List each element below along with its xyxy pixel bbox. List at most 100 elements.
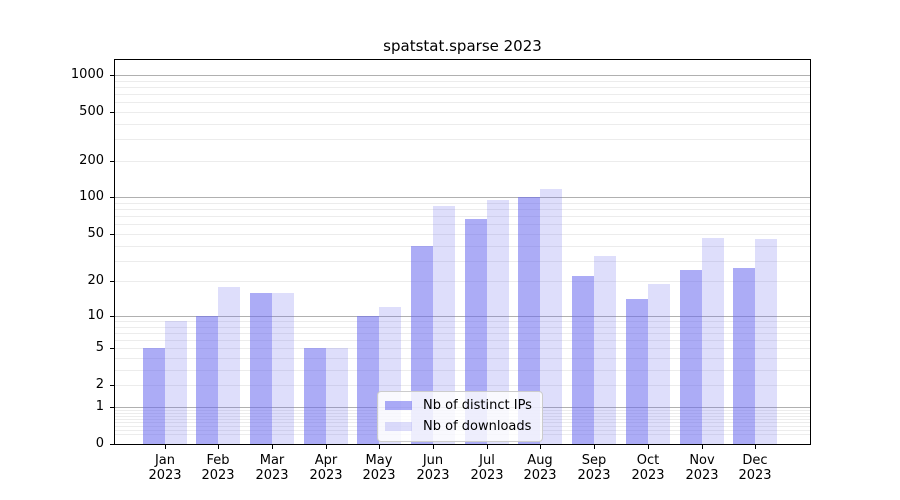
bar-downloads xyxy=(648,284,670,444)
x-tick-label: Jul 2023 xyxy=(470,453,504,483)
y-tick-mark xyxy=(110,281,114,282)
bar-downloads xyxy=(702,238,724,444)
gridline-minor xyxy=(115,139,810,140)
bar-downloads xyxy=(433,206,455,444)
bar-distinct-ips xyxy=(304,348,326,444)
y-tick-mark xyxy=(110,197,114,198)
gridline-minor xyxy=(115,358,810,359)
x-tick-label: Nov 2023 xyxy=(685,453,719,483)
x-tick-label: Jun 2023 xyxy=(416,453,450,483)
x-tick-mark xyxy=(433,445,434,449)
y-tick-label: 100 xyxy=(79,189,104,204)
x-tick-mark xyxy=(272,445,273,449)
distinct-ips-swatch-icon xyxy=(385,401,412,410)
gridline-minor xyxy=(115,321,810,322)
gridline-minor xyxy=(115,332,810,334)
plot-area xyxy=(114,59,811,445)
bar-downloads xyxy=(326,348,348,444)
legend-row-distinct-ips: Nb of distinct IPs xyxy=(385,396,532,415)
bar-downloads xyxy=(272,293,294,444)
gridline-major xyxy=(115,197,810,199)
y-tick-mark xyxy=(110,316,114,317)
gridline-minor xyxy=(115,93,810,95)
x-tick-mark xyxy=(218,445,219,449)
gridline-minor xyxy=(115,233,810,235)
gridline-minor xyxy=(115,86,810,88)
bar-downloads xyxy=(540,189,562,444)
x-tick-mark xyxy=(594,445,595,449)
gridline-minor xyxy=(115,203,810,204)
x-tick-mark xyxy=(648,445,649,449)
gridline-minor xyxy=(115,102,810,104)
gridline-major xyxy=(115,74,810,76)
y-tick-mark xyxy=(110,234,114,235)
x-tick-mark xyxy=(702,445,703,449)
gridline-minor xyxy=(115,326,810,328)
bar-downloads xyxy=(755,239,777,444)
chart-title: spatstat.sparse 2023 xyxy=(383,37,542,55)
y-tick-label: 1000 xyxy=(70,67,104,82)
downloads-swatch-icon xyxy=(385,422,412,431)
x-tick-label: Sep 2023 xyxy=(577,453,611,483)
bar-distinct-ips xyxy=(572,276,594,444)
gridline-minor xyxy=(115,209,810,211)
bar-distinct-ips xyxy=(465,219,487,444)
y-tick-label: 1 xyxy=(95,399,104,414)
gridline-minor xyxy=(115,123,810,125)
y-tick-mark xyxy=(110,385,114,386)
legend-label-distinct-ips: Nb of distinct IPs xyxy=(423,397,532,413)
x-tick-mark xyxy=(487,445,488,449)
x-tick-label: Mar 2023 xyxy=(255,453,289,483)
bar-distinct-ips xyxy=(143,348,165,444)
y-tick-mark xyxy=(110,112,114,113)
y-tick-label: 200 xyxy=(79,153,104,168)
y-tick-mark xyxy=(110,348,114,349)
y-tick-label: 500 xyxy=(79,104,104,119)
y-tick-label: 0 xyxy=(95,436,104,451)
legend-row-downloads: Nb of downloads xyxy=(385,417,532,436)
x-tick-mark xyxy=(540,445,541,449)
y-tick-label: 2 xyxy=(95,377,104,392)
bar-distinct-ips xyxy=(250,293,272,444)
gridline-minor xyxy=(115,245,810,247)
bar-downloads xyxy=(165,321,187,444)
bar-downloads xyxy=(594,256,616,444)
bar-distinct-ips xyxy=(357,316,379,444)
x-tick-mark xyxy=(379,445,380,449)
y-tick-mark xyxy=(110,161,114,162)
y-tick-mark xyxy=(110,75,114,76)
x-tick-mark xyxy=(165,445,166,449)
bar-distinct-ips xyxy=(680,270,702,444)
x-tick-label: Jan 2023 xyxy=(148,453,182,483)
y-tick-label: 10 xyxy=(87,308,104,323)
y-tick-label: 20 xyxy=(87,273,104,288)
gridline-minor xyxy=(115,160,810,162)
gridline-minor xyxy=(115,348,810,350)
y-tick-mark xyxy=(110,407,114,408)
y-tick-mark xyxy=(110,444,114,445)
gridline-minor xyxy=(115,80,810,82)
gridline-minor xyxy=(115,369,810,371)
legend: Nb of distinct IPs Nb of downloads xyxy=(377,391,543,442)
gridline-minor xyxy=(115,281,810,283)
gridline-minor xyxy=(115,385,810,387)
x-tick-label: Feb 2023 xyxy=(201,453,235,483)
bar-distinct-ips xyxy=(626,299,648,444)
bar-distinct-ips xyxy=(518,197,540,444)
x-tick-mark xyxy=(755,445,756,449)
legend-label-downloads: Nb of downloads xyxy=(423,418,532,434)
gridline-minor xyxy=(115,260,810,262)
gridline-minor xyxy=(115,340,810,341)
x-tick-mark xyxy=(326,445,327,449)
bar-distinct-ips xyxy=(733,268,755,444)
gridline-minor xyxy=(115,111,810,113)
y-tick-label: 50 xyxy=(87,226,104,241)
gridline-major xyxy=(115,315,810,317)
bar-distinct-ips xyxy=(196,316,218,444)
bar-downloads xyxy=(487,200,509,444)
y-tick-label: 5 xyxy=(95,340,104,355)
x-tick-label: Dec 2023 xyxy=(738,453,772,483)
x-tick-label: May 2023 xyxy=(362,453,396,483)
x-tick-label: Oct 2023 xyxy=(631,453,665,483)
